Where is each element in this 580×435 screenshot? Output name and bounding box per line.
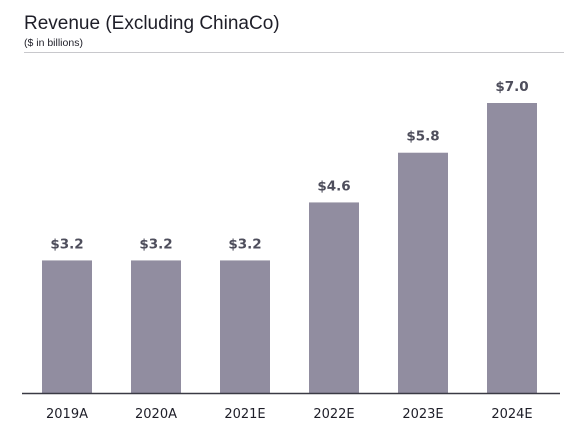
data-label-2020A: $3.2	[139, 236, 172, 252]
bar-2020A	[131, 260, 181, 393]
chart-title: Revenue (Excluding ChinaCo)	[24, 13, 280, 34]
x-tick-label-2022E: 2022E	[313, 407, 354, 422]
x-tick-label-2021E: 2021E	[224, 407, 265, 422]
data-label-2024E: $7.0	[495, 79, 528, 95]
bar-2022E	[309, 202, 359, 393]
data-label-2022E: $4.6	[317, 178, 350, 194]
data-label-2023E: $5.8	[406, 129, 439, 145]
header-divider	[24, 52, 564, 53]
data-label-2021E: $3.2	[228, 236, 261, 252]
x-tick-label-2024E: 2024E	[491, 407, 532, 422]
bar-2024E	[487, 103, 537, 393]
data-label-2019A: $3.2	[50, 236, 83, 252]
x-tick-label-2020A: 2020A	[135, 407, 177, 422]
chart-subtitle: ($ in billions)	[24, 37, 83, 49]
bar-2023E	[398, 152, 448, 393]
x-tick-label-2019A: 2019A	[46, 407, 88, 422]
x-tick-label-2023E: 2023E	[402, 407, 443, 422]
bar-2021E	[220, 260, 270, 393]
bar-2019A	[42, 260, 92, 393]
